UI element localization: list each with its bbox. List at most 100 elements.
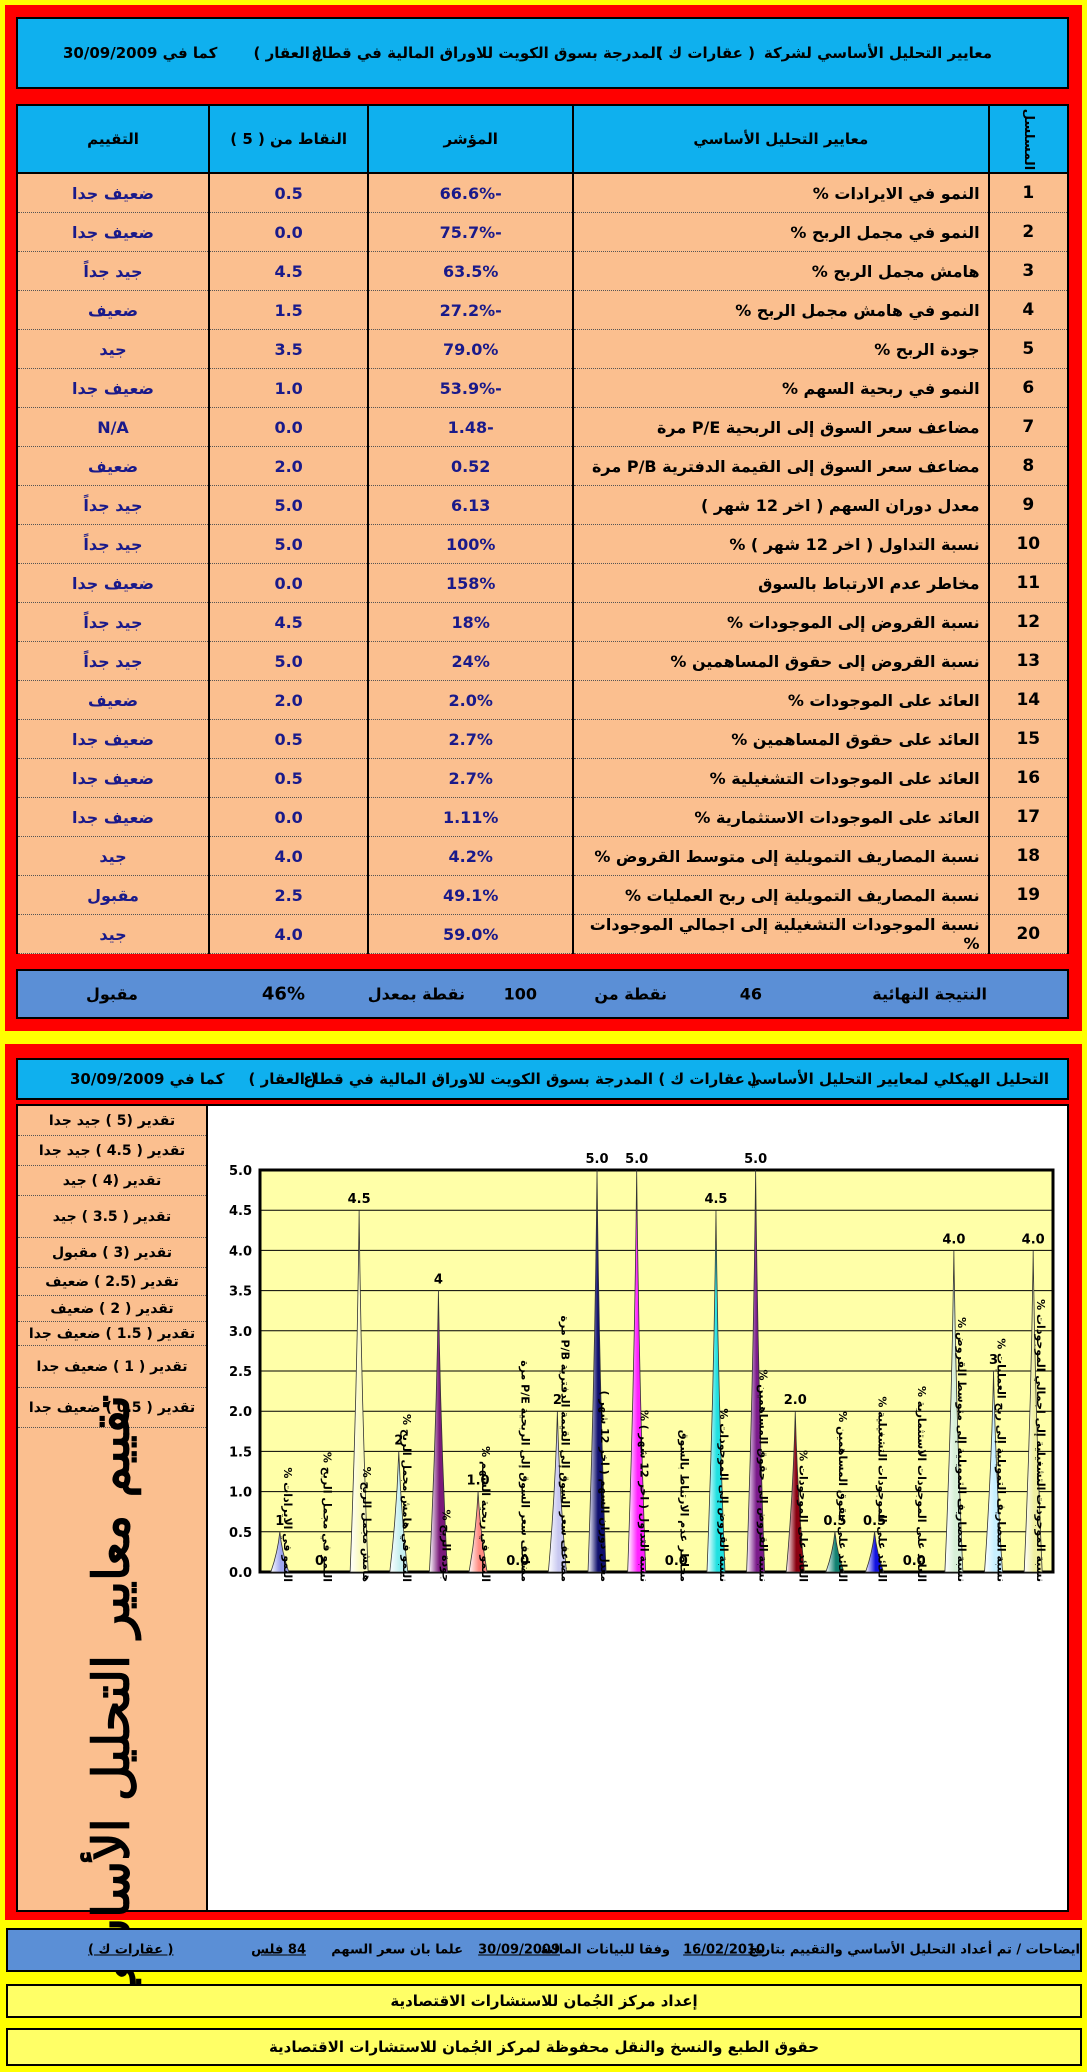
data-label: 2 — [394, 1433, 403, 1448]
bar — [984, 1370, 1003, 1573]
row-evaluation: ضعيف جدا — [16, 797, 210, 837]
x-tick-label: العائد على الموجودات % — [796, 1450, 809, 1582]
x-tick-label: النمو في مجمل الربح % — [320, 1452, 333, 1582]
header-evaluation: التقييم — [16, 104, 210, 174]
row-points: 1.0 — [207, 368, 370, 408]
top-header-listed: المدرجة بسوق الكويت للاوراق المالية في ق… — [311, 44, 661, 62]
y-tick-label: 2.5 — [229, 1365, 252, 1380]
row-serial: 7 — [987, 407, 1070, 447]
row-indicator: -75.7% — [367, 212, 575, 252]
row-points: 4.0 — [207, 914, 370, 954]
row-criterion: جودة الربح % — [572, 329, 990, 369]
chart-header-sector: ( العقار ) — [248, 1070, 317, 1088]
row-indicator: 24% — [367, 641, 575, 681]
row-evaluation: جيد جداً — [16, 251, 210, 291]
prepared-by-box: إعداد مركز الجُمان للاستشارات الاقتصادية — [6, 1984, 1082, 2018]
x-tick-label: نسبة التداول ( اخر 12 شهر ) % — [638, 1410, 651, 1582]
row-points: 0.5 — [207, 719, 370, 759]
x-tick-label: معدل دوران السهم ( اخر 12 شهر ) — [598, 1390, 611, 1582]
total-max: 100 — [503, 984, 537, 1004]
y-tick-label: 1.5 — [229, 1445, 252, 1460]
data-label: 1 — [275, 1514, 284, 1529]
header-criterion: معايير التحليل الأساسي — [572, 104, 990, 174]
row-criterion: نسبة القروض إلى حقوق المساهمين % — [572, 641, 990, 681]
row-points: 3.5 — [207, 329, 370, 369]
row-serial: 3 — [987, 251, 1070, 291]
row-serial: 2 — [987, 212, 1070, 252]
legend-item: تقدير (5 ) جيد جدا — [18, 1106, 206, 1136]
table-row: 16 العائد على الموجودات التشغيلية % 2.7% 0.… — [16, 758, 1070, 798]
x-tick-label: النمو في هامش مجمل الربح % — [400, 1414, 413, 1582]
row-points: 5.0 — [207, 485, 370, 525]
footer-price-label: علما بان سعر السهم — [331, 1942, 463, 1958]
row-serial: 8 — [987, 446, 1070, 486]
row-serial: 17 — [987, 797, 1070, 837]
footer-price: 84 فلس — [251, 1942, 306, 1958]
row-evaluation: ضعيف جدا — [16, 212, 210, 252]
row-criterion: النمو في هامش مجمل الربح % — [572, 290, 990, 330]
vertical-title: تقييم معايير التحليل الأساسي — [81, 1394, 141, 2002]
x-tick-label: نسبة القروض إلى الموجودات % — [717, 1408, 730, 1582]
table-row: 4 النمو في هامش مجمل الربح % -27.2% 1.5 ضعيف — [16, 290, 1070, 330]
row-criterion: مضاعف سعر السوق إلى القيمة الدفترية P/B … — [572, 446, 990, 486]
chart-header: التحليل الهيكلي لمعايير التحليل الأساسي … — [16, 1058, 1069, 1100]
data-label: 4.0 — [1022, 1232, 1045, 1247]
y-tick-label: 3.0 — [229, 1325, 252, 1340]
data-label: 2.0 — [784, 1393, 807, 1408]
criteria-table: المسلسل معايير التحليل الأساسي المؤشر ال… — [16, 104, 1070, 954]
legend-item: تقدير ( 1 ) ضعيف جدا — [18, 1346, 206, 1388]
row-indicator: 4.2% — [367, 836, 575, 876]
bar — [1023, 1250, 1043, 1573]
row-criterion: مخاطر عدم الارتباط بالسوق — [572, 563, 990, 603]
footer-data-date: 30/09/2009 — [478, 1942, 560, 1958]
row-indicator: 2.7% — [367, 758, 575, 798]
data-label: 0.5 — [823, 1514, 846, 1529]
y-tick-label: 2.0 — [229, 1405, 252, 1420]
table-row: 14 العائد على الموجودات % 2.0% 2.0 ضعيف — [16, 680, 1070, 720]
x-tick-label: مخاطر عدم الارتباط بالسوق — [677, 1430, 690, 1582]
table-row: 19 نسبة المصاريف التمويلية إلى ربح العملي… — [16, 875, 1070, 915]
row-indicator: 2.7% — [367, 719, 575, 759]
bar — [746, 1169, 766, 1573]
row-evaluation: مقبول — [16, 875, 210, 915]
chart-header-title: التحليل الهيكلي لمعايير التحليل الأساسي — [747, 1070, 1049, 1088]
row-criterion: العائد على الموجودات الاستثمارية % — [572, 797, 990, 837]
chart-header-listed: المدرجة بسوق الكويت للاوراق المالية في ق… — [303, 1070, 653, 1088]
row-evaluation: ضعيف جدا — [16, 758, 210, 798]
row-evaluation: ضعيف جدا — [16, 719, 210, 759]
row-serial: 18 — [987, 836, 1070, 876]
row-serial: 1 — [987, 172, 1070, 213]
row-serial: 12 — [987, 602, 1070, 642]
row-indicator: 49.1% — [367, 875, 575, 915]
row-indicator: 0.52 — [367, 446, 575, 486]
rights-box: حقوق الطبع والنسخ والنقل محفوظة لمركز ال… — [6, 2028, 1082, 2066]
total-score: 46 — [739, 984, 762, 1004]
data-label: 4 — [434, 1273, 443, 1288]
table-row: 2 النمو في مجمل الربح % -75.7% 0.0 ضعيف جدا — [16, 212, 1070, 252]
row-criterion: العائد على الموجودات % — [572, 680, 990, 720]
data-label: 0 — [315, 1554, 324, 1569]
legend-item: تقدير ( 1.5 ) ضعيف جدا — [18, 1322, 206, 1346]
y-tick-label: 0.0 — [229, 1566, 252, 1581]
row-criterion: العائد على الموجودات التشغيلية % — [572, 758, 990, 798]
data-label: 5.0 — [744, 1152, 767, 1167]
data-label: 2 — [553, 1393, 562, 1408]
row-evaluation: ضعيف جدا — [16, 563, 210, 603]
row-serial: 11 — [987, 563, 1070, 603]
y-tick-label: 4.5 — [229, 1204, 252, 1219]
legend-item: تقدير ( 4.5 ) جيد جدا — [18, 1136, 206, 1166]
row-indicator: 1.11% — [367, 797, 575, 837]
row-indicator: 18% — [367, 602, 575, 642]
row-serial: 16 — [987, 758, 1070, 798]
bar — [468, 1491, 488, 1573]
x-tick-label: نسبة المصاريف التمويلية إلى ربح العمليات… — [995, 1338, 1008, 1582]
data-label: 0.0 — [903, 1554, 926, 1569]
table-row: 18 نسبة المصاريف التمويلية إلى متوسط القر… — [16, 836, 1070, 876]
data-label: 5.0 — [625, 1152, 648, 1167]
data-label: 0.5 — [863, 1514, 886, 1529]
x-tick-label: جودة الربح % — [439, 1510, 452, 1582]
row-evaluation: ضعيف جدا — [16, 368, 210, 408]
row-points: 0.0 — [207, 797, 370, 837]
row-points: 4.0 — [207, 836, 370, 876]
row-points: 2.0 — [207, 446, 370, 486]
